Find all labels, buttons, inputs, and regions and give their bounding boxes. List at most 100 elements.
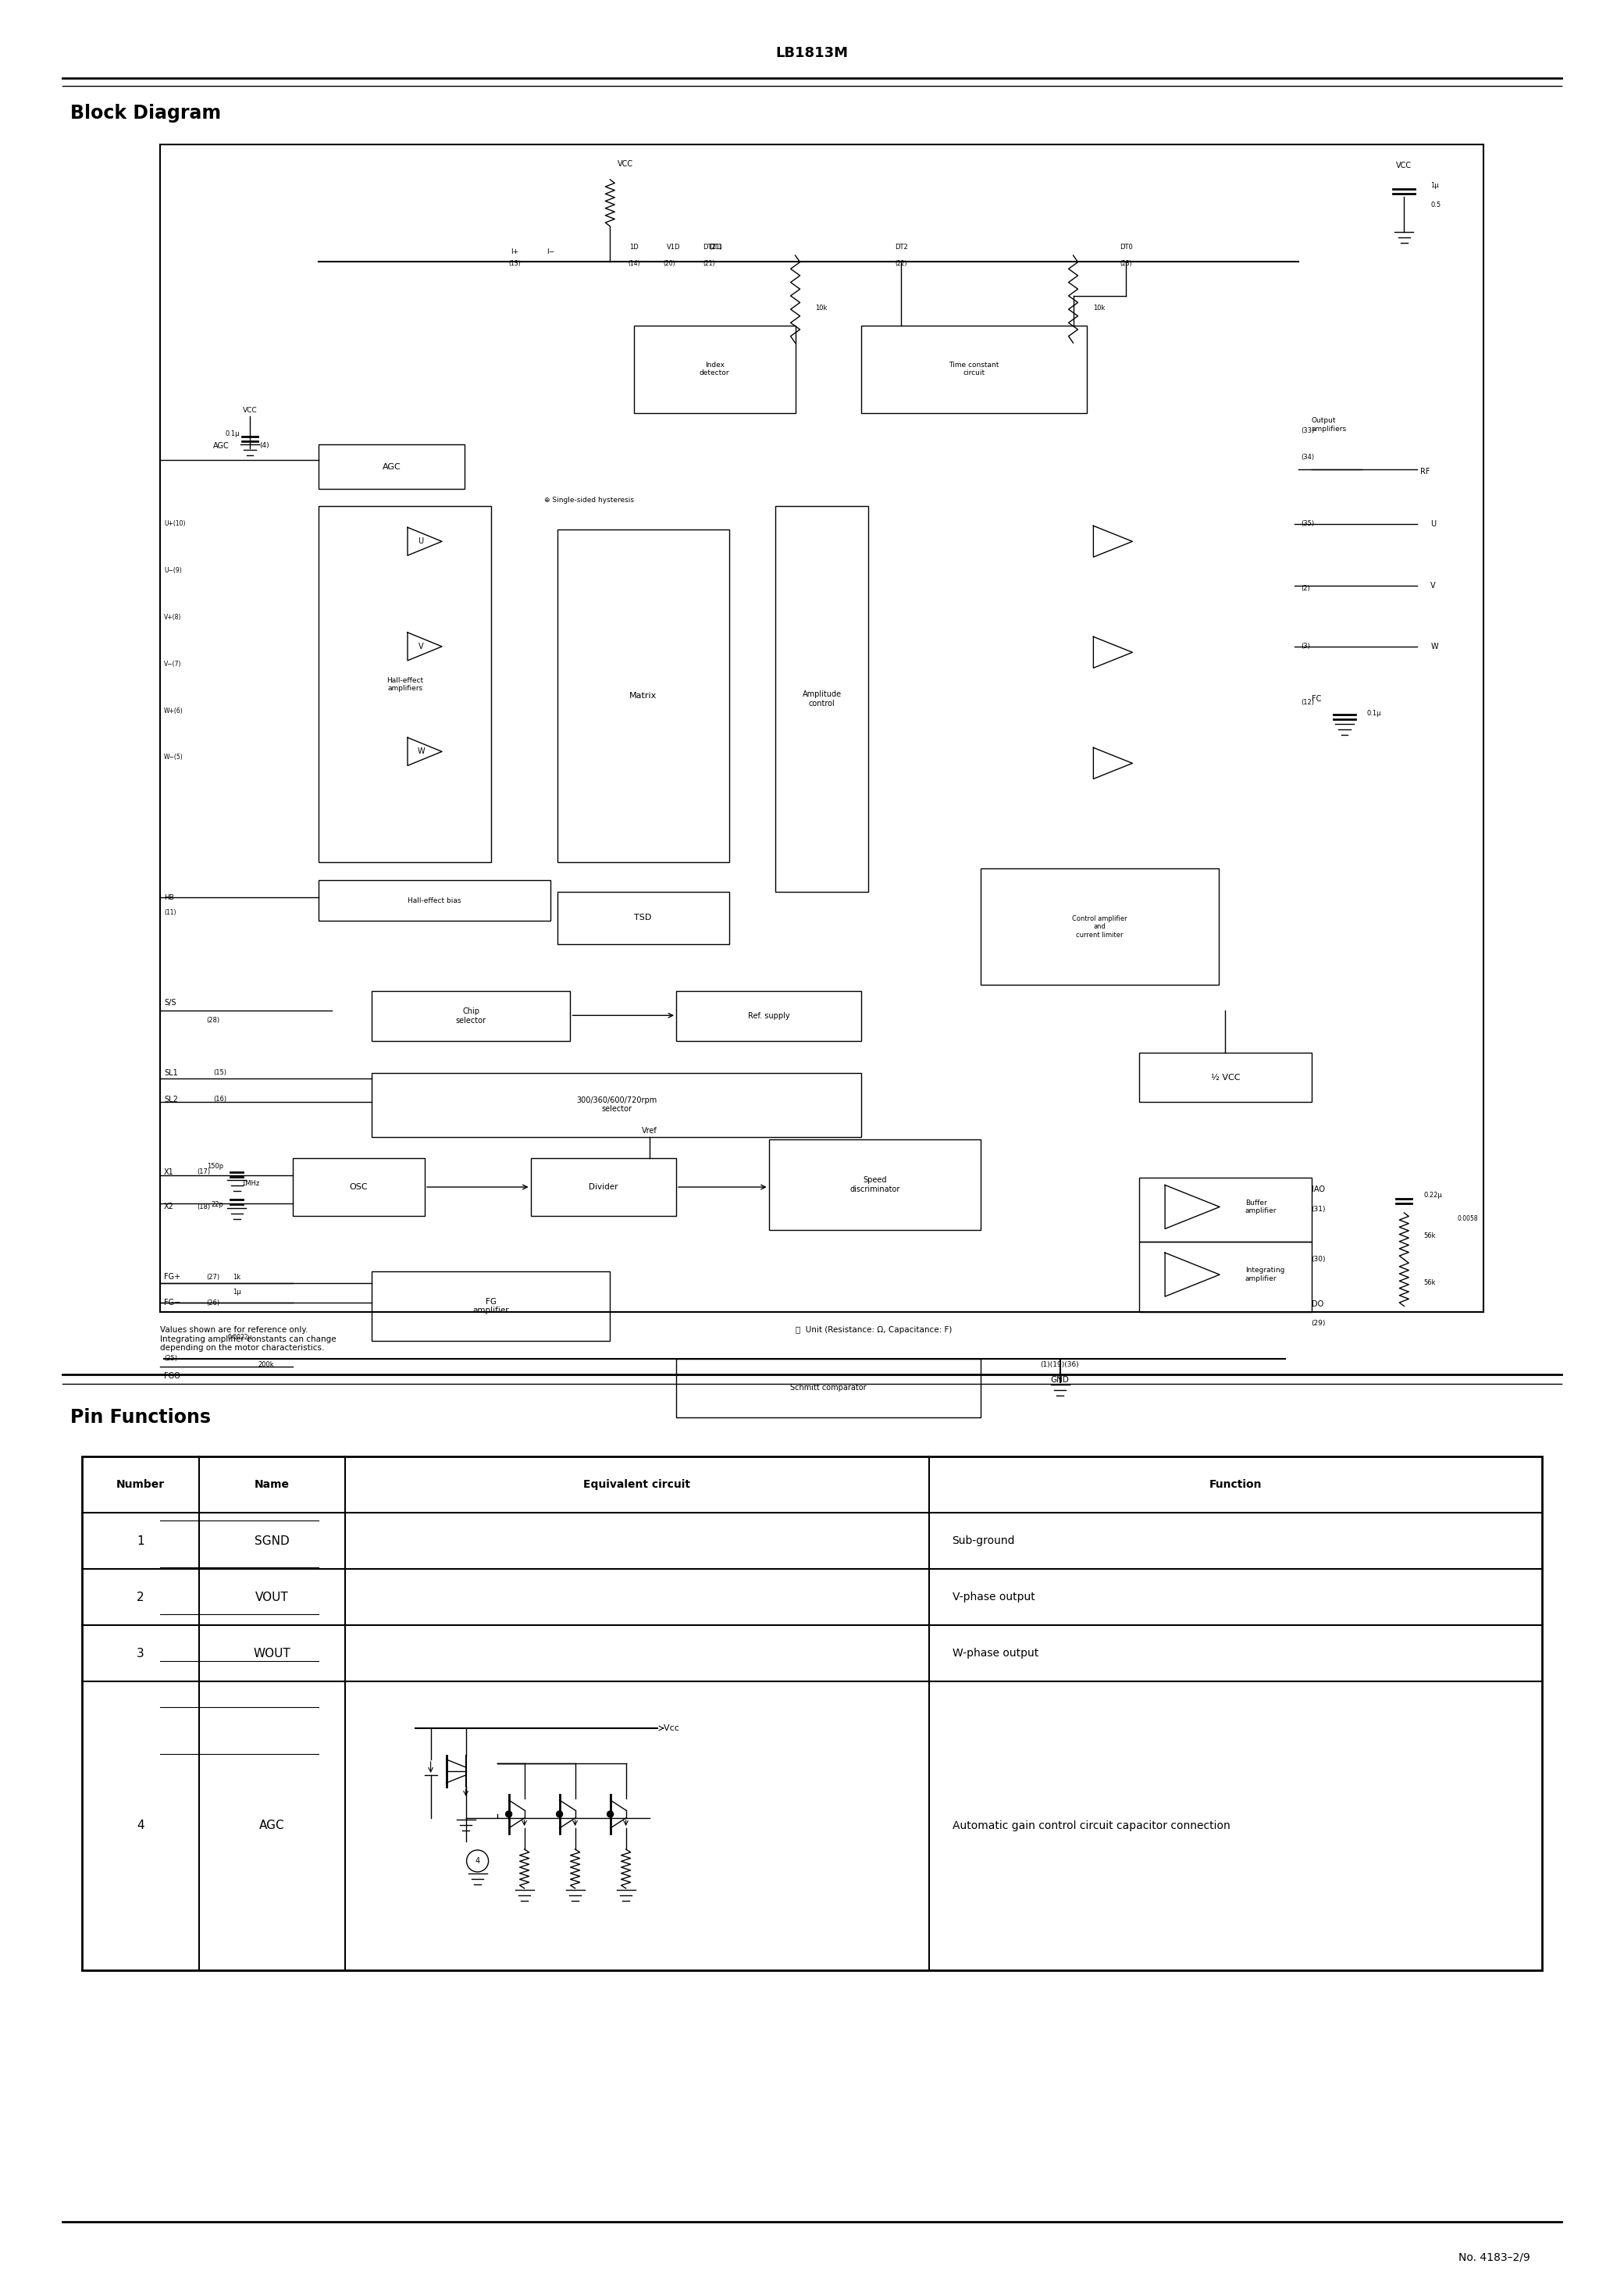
Text: (28): (28) [206, 1016, 219, 1023]
Text: (27): (27) [206, 1273, 219, 1280]
Text: (21): (21) [703, 260, 715, 267]
Text: (13): (13) [508, 260, 521, 267]
Text: (17): (17) [197, 1169, 211, 1175]
Text: Automatic gain control circuit capacitor connection: Automatic gain control circuit capacitor… [952, 1820, 1229, 1832]
Bar [676, 991, 861, 1041]
Text: Equivalent circuit: Equivalent circuit [583, 1478, 690, 1490]
Text: Output
amplifiers: Output amplifiers [1312, 417, 1346, 433]
Text: 200k: 200k [258, 1360, 274, 1369]
Text: 0.1μ: 0.1μ [226, 431, 240, 437]
Text: 4: 4 [476, 1857, 481, 1866]
Text: X1: X1 [164, 1169, 174, 1175]
Bar [1140, 1178, 1312, 1242]
Text: TSD: TSD [635, 913, 651, 923]
Text: 0.5: 0.5 [1431, 203, 1440, 210]
Text: DT1: DT1 [703, 244, 716, 251]
Text: 1μ: 1μ [232, 1289, 240, 1296]
Text: (33): (33) [1301, 426, 1314, 435]
Text: U−(9): U−(9) [164, 567, 182, 574]
Text: Values shown are for reference only.
Integrating amplifier constants can change
: Values shown are for reference only. Int… [161, 1326, 336, 1351]
Text: 1k: 1k [232, 1273, 240, 1280]
Text: 56k: 56k [1424, 1280, 1436, 1287]
Text: ½ VCC: ½ VCC [1212, 1073, 1241, 1082]
Bar [633, 326, 796, 412]
Text: (16): (16) [213, 1096, 226, 1103]
Text: 0.0058: 0.0058 [1457, 1214, 1478, 1221]
Text: FC: FC [1312, 695, 1320, 704]
Text: V-phase output: V-phase output [952, 1592, 1034, 1601]
Text: Matrix: Matrix [630, 693, 656, 699]
Text: V: V [419, 642, 424, 652]
Text: (35): (35) [1301, 519, 1314, 528]
Text: (3): (3) [1301, 642, 1311, 649]
Text: (22): (22) [895, 260, 908, 267]
Text: (23): (23) [1121, 260, 1132, 267]
Bar [318, 506, 490, 863]
Text: Index
detector: Index detector [700, 362, 729, 376]
Text: (29): (29) [1312, 1321, 1325, 1328]
Text: No. 4183–2/9: No. 4183–2/9 [1458, 2251, 1530, 2262]
Text: Pin Functions: Pin Functions [70, 1408, 211, 1426]
Text: WOUT: WOUT [253, 1647, 291, 1658]
Text: (25): (25) [164, 1355, 177, 1362]
Text: 150p: 150p [208, 1162, 224, 1169]
Text: FG
amplifier: FG amplifier [473, 1298, 508, 1314]
Text: 1: 1 [136, 1535, 145, 1547]
Bar [372, 1271, 611, 1342]
Bar [557, 531, 729, 863]
Text: (2): (2) [1301, 585, 1311, 592]
Text: (20): (20) [664, 260, 676, 267]
Text: Name: Name [255, 1478, 289, 1490]
Text: U: U [1431, 519, 1436, 528]
Text: SL2: SL2 [164, 1096, 179, 1103]
Text: Function: Function [1208, 1478, 1262, 1490]
Text: Block Diagram: Block Diagram [70, 105, 221, 123]
Text: W-phase output: W-phase output [952, 1647, 1038, 1658]
Text: (21): (21) [710, 244, 723, 251]
Text: 10k: 10k [815, 305, 827, 312]
Text: X2: X2 [164, 1203, 174, 1212]
Text: Number: Number [117, 1478, 164, 1490]
Text: Time constant
circuit: Time constant circuit [948, 362, 999, 376]
Text: Vref: Vref [641, 1128, 658, 1134]
Bar [981, 868, 1218, 984]
Bar [292, 1157, 425, 1216]
Text: DT0: DT0 [1119, 244, 1132, 251]
Text: W+(6): W+(6) [164, 706, 184, 715]
Text: 22p: 22p [211, 1201, 224, 1207]
Bar [161, 144, 1483, 1312]
Text: V: V [1431, 581, 1436, 590]
Text: U: U [417, 538, 424, 544]
Text: 300/360/600/720rpm
selector: 300/360/600/720rpm selector [577, 1096, 658, 1114]
Text: FGO: FGO [164, 1371, 180, 1380]
Text: 睿  Unit (Resistance: Ω, Capacitance: F): 睿 Unit (Resistance: Ω, Capacitance: F) [796, 1326, 952, 1335]
Bar [318, 444, 464, 490]
Text: (1)(19)(36): (1)(19)(36) [1041, 1360, 1080, 1369]
Text: U+(10): U+(10) [164, 519, 185, 528]
Text: Schmitt comparator: Schmitt comparator [791, 1385, 867, 1392]
Text: SL1: SL1 [164, 1068, 177, 1077]
Bar [372, 1073, 861, 1137]
Text: Hall-effect
amplifiers: Hall-effect amplifiers [387, 677, 424, 693]
Text: Ref. supply: Ref. supply [749, 1011, 789, 1021]
Text: (14): (14) [628, 260, 640, 267]
Text: Control amplifier
and
current limiter: Control amplifier and current limiter [1072, 916, 1127, 939]
Text: HB: HB [164, 893, 174, 902]
Text: DT2: DT2 [895, 244, 908, 251]
Text: Speed
discriminator: Speed discriminator [849, 1175, 900, 1194]
Text: VCC: VCC [1397, 162, 1411, 169]
Text: VCC: VCC [617, 159, 633, 169]
Text: Buffer
amplifier: Buffer amplifier [1246, 1198, 1276, 1214]
Text: DO: DO [1312, 1301, 1324, 1308]
Text: VOUT: VOUT [255, 1590, 289, 1604]
Bar [372, 991, 570, 1041]
Bar [531, 1157, 676, 1216]
Text: DT1: DT1 [710, 244, 723, 251]
Text: 4: 4 [136, 1820, 145, 1832]
Text: Divider: Divider [590, 1182, 619, 1191]
Bar [861, 326, 1086, 412]
Text: GND: GND [1051, 1376, 1069, 1383]
Text: V1D: V1D [667, 244, 680, 251]
Text: IAO: IAO [1312, 1185, 1325, 1194]
Text: (34): (34) [1301, 453, 1314, 460]
